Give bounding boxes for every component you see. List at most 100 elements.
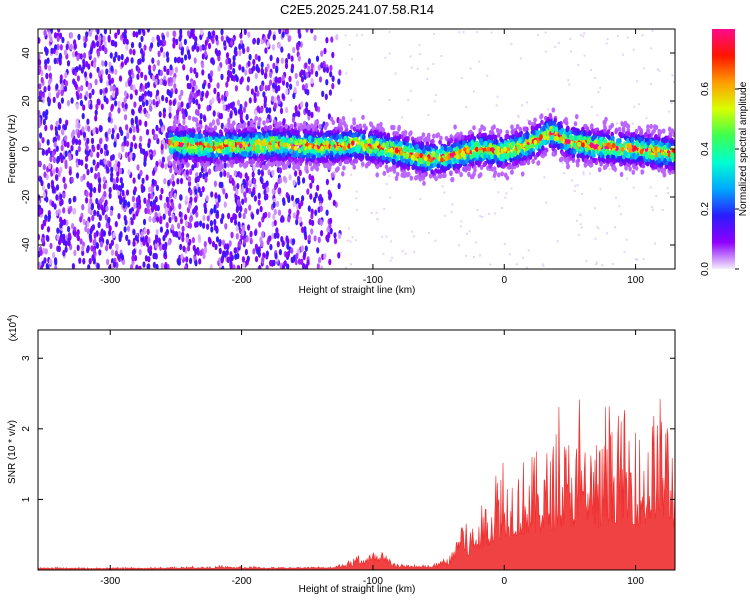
noise-dot <box>571 179 574 182</box>
noise-cell <box>285 81 289 89</box>
noise-cell <box>39 249 43 256</box>
noise-dot <box>545 201 548 204</box>
band-cell <box>649 123 653 130</box>
noise-cell <box>227 69 231 77</box>
noise-cell <box>127 201 131 208</box>
noise-cell <box>169 153 173 160</box>
noise-cell <box>287 53 291 60</box>
noise-cell <box>64 150 68 157</box>
noise-cell <box>156 94 160 102</box>
noise-cell <box>222 188 226 195</box>
noise-cell <box>244 101 248 108</box>
noise-cell <box>187 30 191 37</box>
noise-dot <box>537 34 539 37</box>
noise-cell <box>87 84 91 91</box>
noise-cell <box>171 213 175 220</box>
noise-cell <box>290 55 294 62</box>
noise-cell <box>79 216 83 223</box>
noise-cell <box>78 64 82 71</box>
noise-cell <box>266 238 270 245</box>
noise-cell <box>192 33 196 40</box>
noise-dot <box>476 31 479 34</box>
noise-cell <box>293 121 297 128</box>
noise-dot <box>582 173 585 176</box>
noise-cell <box>114 250 118 257</box>
noise-cell <box>45 109 49 116</box>
noise-cell <box>199 190 203 198</box>
noise-cell <box>145 99 149 107</box>
noise-cell <box>68 169 72 176</box>
noise-cell <box>243 29 247 35</box>
noise-cell <box>201 62 205 69</box>
noise-cell <box>193 92 197 100</box>
noise-cell <box>94 34 99 41</box>
noise-cell <box>114 100 118 107</box>
noise-cell <box>133 101 137 108</box>
noise-cell <box>120 129 124 137</box>
noise-cell <box>161 126 165 133</box>
noise-cell <box>89 191 93 198</box>
noise-cell <box>177 230 182 238</box>
noise-cell <box>196 46 200 53</box>
noise-cell <box>121 189 125 197</box>
noise-cell <box>132 213 136 220</box>
noise-cell <box>113 124 117 131</box>
noise-cell <box>97 202 101 210</box>
noise-cell <box>97 221 101 229</box>
noise-cell <box>132 49 136 56</box>
noise-cell <box>123 226 127 233</box>
noise-dot <box>412 235 415 238</box>
noise-cell <box>149 245 153 252</box>
noise-cell <box>297 179 301 186</box>
noise-cell <box>189 168 193 176</box>
noise-cell <box>105 205 109 212</box>
noise-cell <box>223 40 227 47</box>
noise-dot <box>443 191 446 194</box>
noise-cell <box>159 39 163 46</box>
noise-cell <box>161 243 165 251</box>
noise-cell <box>199 220 203 227</box>
noise-dot <box>427 114 430 116</box>
noise-cell <box>118 167 122 175</box>
noise-cell <box>256 208 260 215</box>
noise-cell <box>98 70 102 77</box>
noise-cell <box>320 230 324 237</box>
noise-cell <box>95 127 99 135</box>
noise-cell <box>65 119 69 126</box>
noise-cell <box>129 93 133 100</box>
noise-cell <box>229 63 233 70</box>
noise-cell <box>179 41 183 48</box>
noise-cell <box>67 240 71 247</box>
noise-dot <box>655 195 658 198</box>
noise-cell <box>210 70 214 77</box>
noise-cell <box>174 231 178 238</box>
noise-cell <box>172 76 176 84</box>
noise-dot <box>435 94 438 96</box>
noise-cell <box>103 190 107 198</box>
noise-cell <box>327 189 331 196</box>
noise-cell <box>272 259 276 267</box>
noise-cell <box>239 172 243 179</box>
noise-cell <box>158 111 162 118</box>
noise-cell <box>172 42 176 49</box>
noise-cell <box>233 219 238 226</box>
noise-cell <box>292 46 296 54</box>
noise-cell <box>224 192 228 200</box>
noise-cell <box>40 76 44 84</box>
noise-cell <box>174 87 178 95</box>
noise-cell <box>118 152 122 159</box>
noise-dot <box>541 263 544 266</box>
noise-cell <box>52 96 56 104</box>
noise-cell <box>253 92 257 99</box>
noise-cell <box>90 225 94 232</box>
noise-cell <box>270 95 275 102</box>
noise-cell <box>135 264 139 269</box>
noise-dot <box>643 67 645 70</box>
noise-cell <box>280 46 284 53</box>
noise-cell <box>246 76 251 83</box>
noise-cell <box>127 239 131 246</box>
noise-dot <box>416 67 419 70</box>
noise-cell <box>73 43 77 50</box>
noise-cell <box>63 218 67 226</box>
noise-cell <box>123 114 128 121</box>
